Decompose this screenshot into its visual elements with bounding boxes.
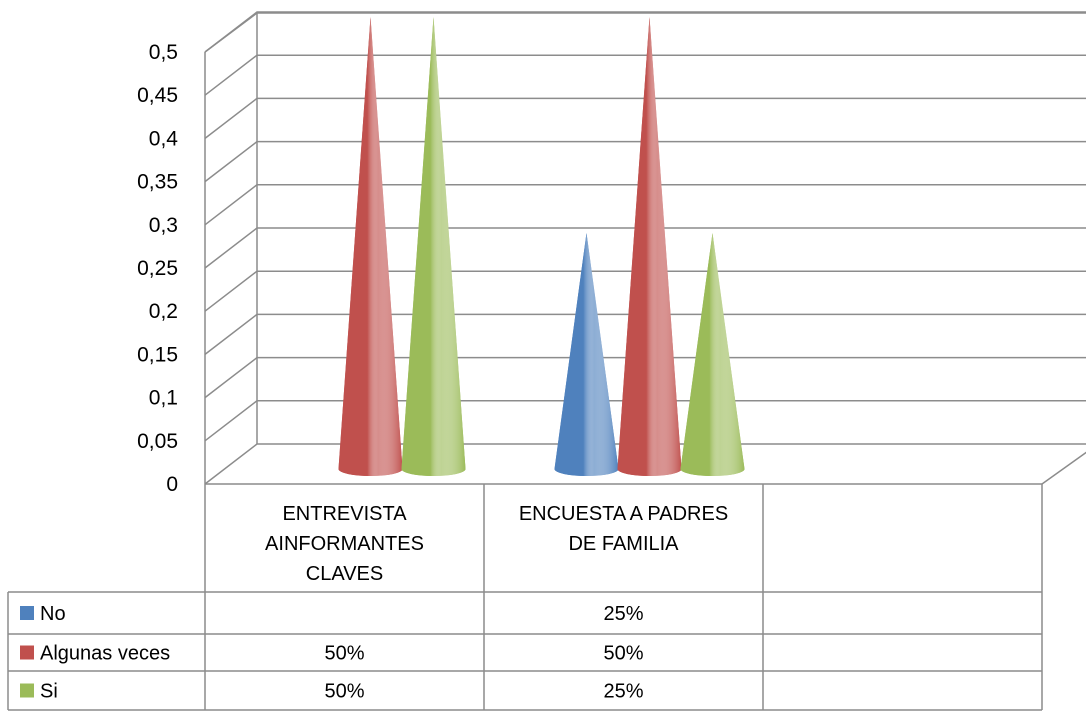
cone-si: [401, 17, 466, 476]
y-tick-label: 0,05: [137, 430, 178, 453]
y-tick-label: 0,35: [137, 171, 178, 194]
cone-algunas-veces: [617, 17, 682, 476]
y-tick-label: 0,4: [149, 127, 179, 150]
cone-si: [680, 233, 745, 476]
y-tick-label: 0,1: [149, 387, 178, 410]
gridline: [204, 270, 1086, 312]
gridline: [204, 227, 1086, 269]
category-label: AINFORMANTES: [265, 533, 424, 555]
cone-shading: [338, 17, 403, 476]
gridline: [204, 356, 1086, 399]
legend-swatch: [20, 645, 34, 660]
y-tick-label: 0,5: [149, 41, 178, 64]
gridlines: [204, 11, 1086, 442]
legend-label: Si: [40, 681, 58, 703]
cone-algunas-veces: [338, 17, 403, 476]
y-tick-label: 0,25: [137, 257, 178, 280]
data-label: 25%: [603, 681, 643, 703]
back-wall-top: [204, 12, 1086, 53]
gridline: [204, 54, 1086, 96]
gridline: [204, 11, 1086, 53]
gridline: [204, 140, 1086, 183]
y-tick-label: 0,2: [149, 300, 178, 323]
cone-shading: [680, 233, 745, 476]
legend-label: Algunas veces: [40, 643, 170, 665]
data-label: 50%: [324, 681, 364, 703]
data-label: 25%: [603, 603, 643, 625]
cone-shading: [617, 17, 682, 476]
legend-swatch: [20, 606, 34, 620]
gridline: [204, 184, 1086, 226]
gridline: [204, 400, 1086, 442]
y-tick-label: 0,15: [137, 343, 178, 366]
category-label: CLAVES: [306, 563, 383, 585]
data-table: ENTREVISTA AINFORMANTES CLAVES ENCUESTA A P…: [7, 483, 1043, 711]
data-label: 50%: [324, 643, 364, 665]
cone-shading: [554, 233, 619, 476]
y-tick-label: 0,45: [137, 84, 178, 107]
cones: [338, 17, 745, 476]
y-tick-label: 0: [166, 473, 178, 496]
data-label: 50%: [603, 643, 643, 665]
gridline: [204, 313, 1086, 355]
y-axis: 0 0,05 0,1 0,15 0,2 0,25 0,3 0,35 0,4 0,45 0,5: [137, 41, 178, 496]
cone-shading: [401, 17, 466, 476]
category-label: ENTREVISTA: [282, 503, 407, 525]
gridline: [204, 97, 1086, 139]
category-label: DE FAMILIA: [568, 533, 679, 555]
category-label: ENCUESTA A PADRES: [519, 503, 728, 525]
cone-no: [554, 233, 619, 476]
legend-label: No: [40, 603, 66, 625]
y-tick-label: 0,3: [149, 214, 178, 237]
legend-swatch: [20, 683, 34, 698]
